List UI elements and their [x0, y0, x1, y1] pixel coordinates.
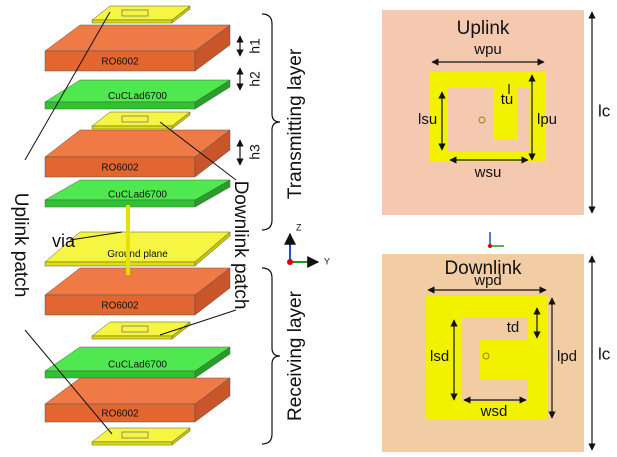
y-label: Y [324, 256, 330, 266]
h1-label: h1 [247, 38, 263, 54]
slab-side [171, 111, 191, 130]
via-dot [478, 116, 486, 124]
brace [261, 267, 281, 445]
layer-label: RO6002 [101, 57, 139, 68]
lpu-label: lpu [537, 111, 557, 128]
layer-label: CuCLad6700 [108, 360, 167, 371]
downlink-dims [427, 255, 596, 451]
patch-slot [121, 431, 149, 439]
slab-side [194, 179, 231, 208]
slab-side [194, 129, 231, 178]
h3-label: h3 [247, 144, 263, 160]
brace [261, 13, 281, 231]
transmitting-layer-label: Transmitting layer [285, 48, 306, 199]
lsd-label: lsd [430, 348, 449, 365]
uplink-slot [448, 88, 530, 152]
axes-icon-small [488, 232, 504, 248]
leader [159, 121, 237, 181]
receiving-layer-label: Receiving layer [285, 290, 306, 421]
z-label: Z [296, 222, 302, 232]
layer-label: CuCLad6700 [108, 91, 167, 102]
slab-front [91, 335, 173, 340]
slab-side [194, 24, 231, 72]
td-label: td [507, 319, 520, 336]
leader [159, 309, 237, 336]
wsd-label: wsd [480, 403, 508, 420]
lc-label: lc [598, 101, 611, 120]
lpd-label: lpd [557, 348, 577, 365]
leader [24, 329, 113, 435]
uplink-patch-label: Uplink patch [10, 193, 31, 298]
lsu-label: lsu [418, 111, 437, 128]
via-dot [482, 352, 490, 360]
wsu-label: wsu [474, 164, 502, 181]
slab-side [171, 5, 191, 24]
slab-front [44, 370, 196, 379]
patch-slot [121, 9, 149, 17]
tu-label: tu [501, 91, 514, 108]
downlink-title: Downlink [444, 258, 522, 279]
slab-side [194, 346, 231, 379]
h2-label: h2 [247, 71, 263, 87]
slab-side [194, 231, 231, 267]
wpu-label: wpu [473, 41, 502, 58]
layer-label: Ground plane [107, 249, 168, 260]
layer-label: CuCLad6700 [108, 190, 167, 201]
wpd-label: wpd [473, 272, 502, 289]
leader [24, 11, 111, 161]
via-label: via [52, 231, 76, 251]
layer-stack: RO6002 CuCLad6700 RO6002 CuCLad6700 Ground p… [44, 5, 231, 446]
slab-front [44, 261, 196, 267]
lc-label: lc [598, 344, 611, 363]
slab-front [91, 125, 173, 130]
patch-slot [121, 325, 149, 333]
slab-front [91, 441, 173, 446]
downlink-slot [462, 318, 528, 402]
layer-label: RO6002 [101, 409, 139, 420]
leader [69, 231, 123, 241]
slab-front [44, 101, 196, 110]
slab-side [171, 427, 191, 446]
slab-side [194, 79, 231, 110]
uplink-dims [431, 11, 596, 214]
patch-slot [121, 115, 149, 123]
layer-label: RO6002 [101, 163, 139, 174]
layer-label: RO6002 [101, 301, 139, 312]
axes-icon: Z Y [284, 222, 330, 268]
slab-front [44, 199, 196, 208]
slab-side [194, 377, 231, 423]
uplink-title: Uplink [457, 18, 510, 39]
slab-side [194, 267, 231, 316]
downlink-patch-label: Downlink patch [230, 181, 251, 310]
